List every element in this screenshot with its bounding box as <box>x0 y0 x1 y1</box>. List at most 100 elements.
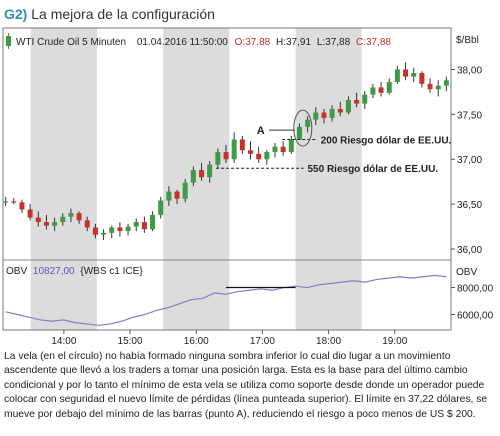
candle-body-down <box>427 83 433 90</box>
candle-body-up <box>68 213 74 217</box>
candle <box>223 144 229 163</box>
candle-body-up <box>443 80 449 86</box>
candle <box>288 135 294 154</box>
candle <box>443 76 449 92</box>
candle <box>35 211 41 227</box>
candle-body-down <box>354 99 360 104</box>
candle <box>174 189 180 205</box>
candle <box>133 218 139 232</box>
candle <box>52 217 58 232</box>
candle-body-down <box>419 73 425 84</box>
candle <box>3 196 9 206</box>
candle-body-up <box>190 170 196 183</box>
candle <box>11 197 17 205</box>
time-tick-label: 19:00 <box>382 336 407 347</box>
shaded-hour-band <box>30 28 97 330</box>
candle-body-down <box>403 69 409 77</box>
candle-body-up <box>345 99 351 113</box>
candle <box>215 148 221 169</box>
candle <box>150 211 156 232</box>
candle-body-up <box>288 139 294 153</box>
candle-body-down <box>239 139 245 151</box>
open-label: O: <box>235 37 246 48</box>
candle <box>256 146 262 163</box>
candle-highlight-circle <box>293 109 313 147</box>
candle <box>403 62 409 81</box>
candle <box>109 225 115 239</box>
candle-body-down <box>223 152 229 160</box>
candle-body-up <box>101 232 107 235</box>
figure-caption: La vela (en el círculo) no había formado… <box>4 351 488 420</box>
candle <box>166 186 172 206</box>
shaded-hour-band <box>163 28 230 330</box>
candle-body-down <box>117 227 123 232</box>
candle-body-up <box>125 226 131 232</box>
candle-body-up <box>370 87 376 95</box>
candle-body-down <box>280 146 286 153</box>
candle <box>280 141 286 156</box>
candle <box>125 223 131 236</box>
candle-body-down <box>84 220 90 228</box>
candle-body-up <box>60 216 66 223</box>
price-tick-label: 36,50 <box>457 200 482 211</box>
candle-body-up <box>329 108 335 118</box>
chart-header: WTI Crude Oil 5 Minuten 01.04.2016 11:50… <box>6 33 391 49</box>
price-chart: WTI Crude Oil 5 Minuten 01.04.2016 11:50… <box>2 27 494 347</box>
candle-body-up <box>182 182 188 199</box>
svg-text:OBV 10827,00 {WBS: OBV 10827,00 {WBS c1 ICE} <box>6 266 143 277</box>
price-tick-label: 37,00 <box>457 155 482 166</box>
candle <box>199 162 205 181</box>
candle <box>427 78 433 93</box>
candle <box>370 83 376 99</box>
high-value: H:37,91 <box>276 37 311 48</box>
candle <box>158 196 164 219</box>
close-label: C: <box>356 37 366 48</box>
candle-body-down <box>35 217 41 223</box>
time-tick-label: 17:00 <box>250 336 275 347</box>
candle <box>84 216 90 232</box>
candle-body-down <box>19 202 25 210</box>
candle-body-up <box>386 82 392 93</box>
candle <box>247 141 253 160</box>
candle-body-down <box>199 170 205 178</box>
time-tick-label: 16:00 <box>184 336 209 347</box>
candle <box>296 123 302 140</box>
time-tick-label: 14:00 <box>51 336 76 347</box>
candle <box>345 96 351 115</box>
candle-body-up <box>207 164 213 178</box>
candle-body-down <box>247 150 253 154</box>
point-a-label: A <box>257 125 265 137</box>
low-value: L:37,88 <box>317 37 351 48</box>
candle <box>101 229 107 241</box>
candle <box>313 107 319 126</box>
candle <box>19 199 25 214</box>
candle-body-up <box>435 85 441 90</box>
candle <box>264 150 270 165</box>
candle <box>117 222 123 237</box>
candle-body-up <box>272 146 278 153</box>
candle-body-up <box>231 139 237 160</box>
candle-body-up <box>133 222 139 227</box>
time-tick-label: 15:00 <box>118 336 143 347</box>
candle <box>60 213 66 226</box>
obv-axis-label: OBV <box>456 267 477 278</box>
candle-body-up <box>109 227 115 233</box>
candle-body-up <box>305 119 311 127</box>
open-value: 37,88 <box>245 37 270 48</box>
shaded-hour-band <box>295 28 362 330</box>
candle-body-down <box>141 222 147 230</box>
candle-body-down <box>92 227 98 235</box>
candle-body-up <box>411 73 417 77</box>
obv-line <box>5 274 447 326</box>
figure-title-text: La mejora de la configuración <box>31 6 215 22</box>
candle <box>378 82 384 97</box>
stop-level-label: 200 Riesgo dólar de EE.UU. <box>321 135 452 146</box>
candle <box>27 204 33 221</box>
time-tick-label: 18:00 <box>316 336 341 347</box>
candle-body-down <box>321 112 327 118</box>
stop-level-label: 550 Riesgo dólar de EE.UU. <box>307 164 438 175</box>
candle-body-up <box>3 201 9 203</box>
candle-body-down <box>43 222 49 226</box>
candle <box>43 214 49 230</box>
candle <box>411 67 417 83</box>
